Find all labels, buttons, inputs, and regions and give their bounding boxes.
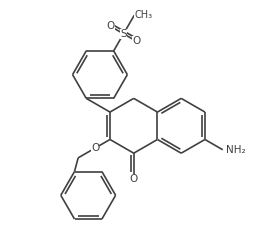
Text: O: O [91, 143, 99, 153]
Text: O: O [132, 36, 141, 46]
Text: S: S [120, 29, 127, 39]
Text: O: O [106, 21, 115, 31]
Text: O: O [130, 174, 138, 184]
Text: NH₂: NH₂ [226, 145, 246, 155]
Text: CH₃: CH₃ [134, 10, 152, 20]
